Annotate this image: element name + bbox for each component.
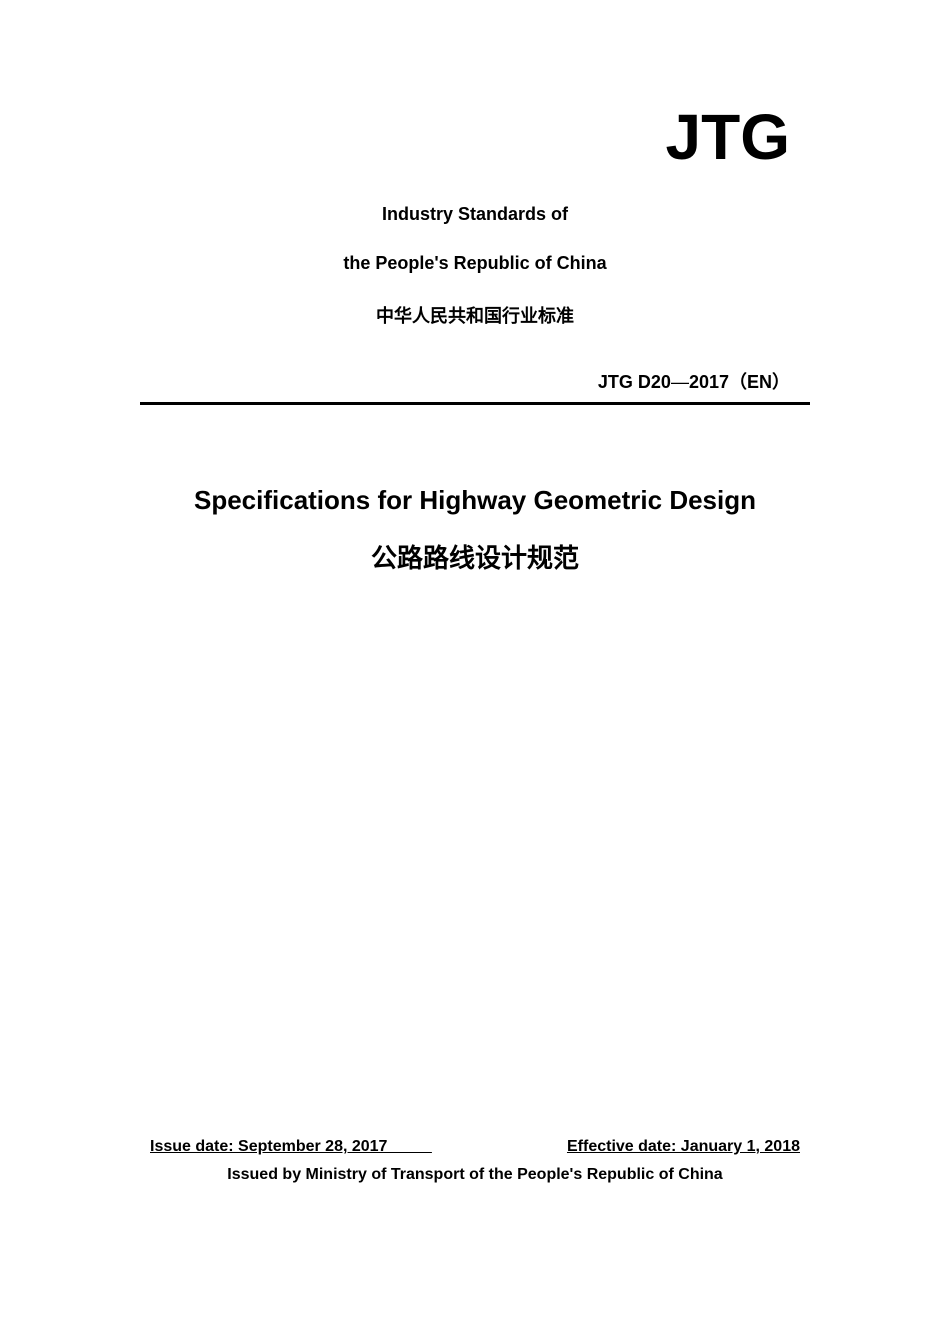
effective-date: Effective date: January 1, 2018 (567, 1138, 800, 1156)
title-english: Specifications for Highway Geometric Des… (140, 485, 810, 516)
document-code: JTG D20—2017（EN） (140, 368, 810, 394)
dates-row: Issue date: September 28, 2017 Effective… (140, 1138, 810, 1156)
header-block: Industry Standards of the People's Repub… (140, 204, 810, 328)
doc-code-dash: — (671, 372, 689, 392)
logo-text: JTG (140, 100, 810, 174)
doc-code-year: 2017 (689, 372, 729, 392)
doc-code-suffix: （EN） (729, 372, 790, 392)
header-line-1: Industry Standards of (140, 204, 810, 225)
title-chinese: 公路路线设计规范 (140, 538, 810, 575)
doc-code-prefix: JTG D20 (598, 372, 671, 392)
header-line-cn: 中华人民共和国行业标准 (140, 302, 810, 328)
horizontal-rule (140, 402, 810, 405)
issuer-text: Issued by Ministry of Transport of the P… (140, 1166, 810, 1184)
issue-date: Issue date: September 28, 2017 (150, 1138, 432, 1156)
header-line-2: the People's Republic of China (140, 253, 810, 274)
footer-block: Issue date: September 28, 2017 Effective… (140, 1138, 810, 1184)
